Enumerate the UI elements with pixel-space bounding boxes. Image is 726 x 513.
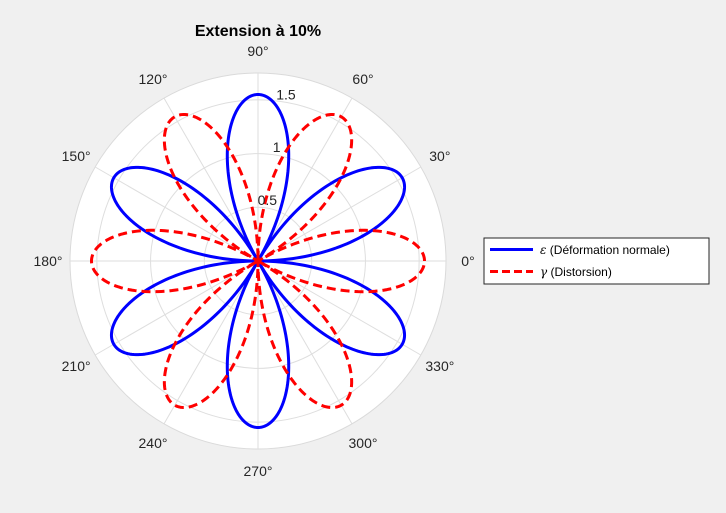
legend-symbol-epsilon: ε (540, 243, 546, 257)
legend: ε (Déformation normale) γ (Distorsion) (483, 237, 710, 285)
legend-text-epsilon: (Déformation normale) (546, 243, 669, 257)
theta-tick-label-9: 270° (244, 463, 273, 479)
r-tick-labels: 0.5 1 1.5 (258, 86, 296, 208)
legend-text-gamma: (Distorsion) (547, 265, 612, 279)
theta-tick-labels: 0° 30° 60° 90° 120° 150° 180° 210° 240° 270° 300° 3… (34, 43, 475, 479)
theta-tick-label-4: 120° (139, 71, 168, 87)
legend-label-epsilon: ε (Déformation normale) (540, 243, 670, 257)
theta-grid-spoke-11 (257, 260, 422, 356)
theta-tick-label-10: 300° (349, 435, 378, 451)
legend-box (483, 237, 710, 285)
theta-grid-spoke-8 (163, 260, 259, 425)
theta-tick-label-6: 180° (34, 253, 63, 269)
theta-grid-spoke-5 (94, 166, 259, 262)
theta-tick-label-8: 240° (139, 435, 168, 451)
theta-tick-label-3: 90° (247, 43, 268, 59)
r-tick-label-2: 1.5 (276, 86, 296, 102)
theta-grid-spoke-2 (257, 97, 353, 262)
legend-label-gamma: γ (Distorsion) (540, 265, 612, 279)
theta-tick-label-11: 330° (425, 358, 454, 374)
theta-tick-label-7: 210° (62, 358, 91, 374)
series-line-gamma (89, 112, 427, 410)
r-tick-label-1: 1 (273, 139, 281, 155)
theta-grid-spoke-1 (257, 166, 422, 262)
chart-title: Extension à 10% (195, 23, 321, 40)
r-tick-label-0: 0.5 (258, 192, 278, 208)
legend-symbol-gamma: γ (540, 265, 548, 279)
theta-grid-spoke-7 (94, 260, 259, 356)
theta-tick-label-1: 30° (429, 148, 450, 164)
polar-axes: 0.5 1 1.5 0° 30° 60° 90° 120° 150° 180° 210° 240° 2… (34, 43, 475, 479)
theta-grid-spoke-4 (163, 97, 259, 262)
theta-tick-label-5: 150° (62, 148, 91, 164)
theta-tick-label-2: 60° (352, 71, 373, 87)
theta-tick-label-0: 0° (461, 253, 474, 269)
theta-grid-spoke-10 (257, 260, 353, 425)
polar-grid (69, 72, 447, 450)
series-group (89, 92, 427, 430)
